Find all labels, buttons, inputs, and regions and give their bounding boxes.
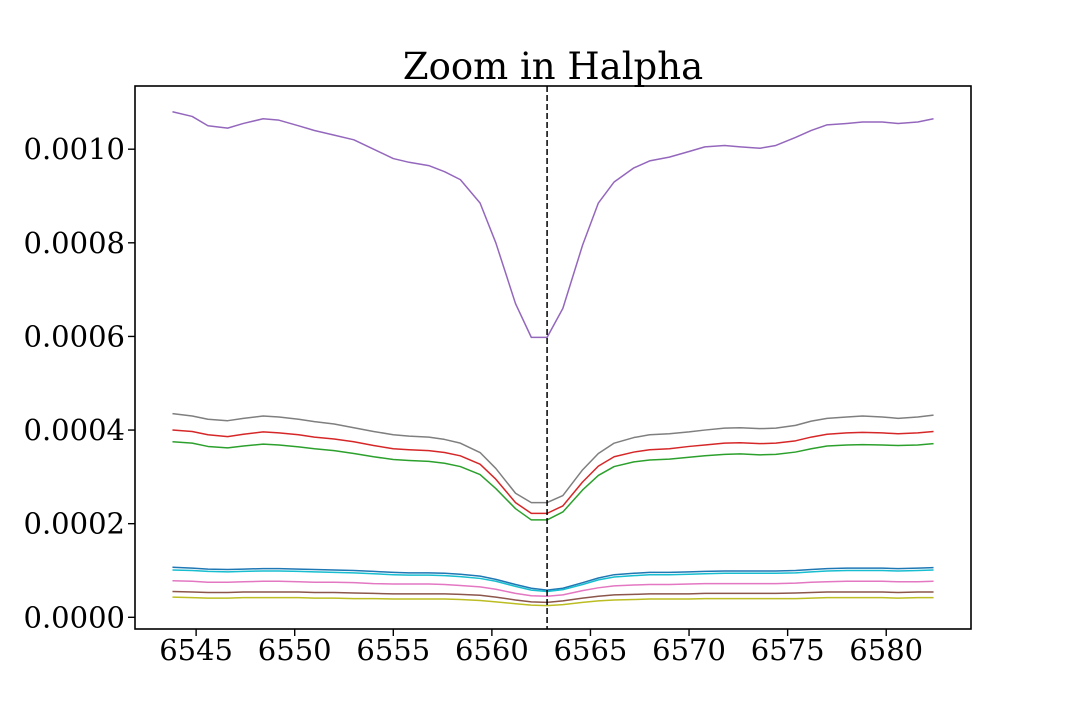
chart-title: Zoom in Halpha [403, 45, 703, 88]
x-tick-label: 6555 [356, 633, 430, 667]
x-tick-label: 6550 [258, 633, 332, 667]
plot-frame [134, 85, 972, 630]
x-tick-label: 6565 [554, 633, 628, 667]
axis-layer: 6545 6550 6555 6560 6565 6570 6575 6580 0.0000 0.… [24, 132, 924, 667]
series-line-6 [172, 569, 934, 593]
series-line-7 [172, 580, 934, 597]
x-tick-label: 6560 [455, 633, 529, 667]
series-line-5 [172, 566, 934, 591]
x-tick-label: 6570 [652, 633, 726, 667]
series-layer [172, 111, 934, 607]
series-line-2 [172, 412, 934, 504]
series-line-8 [172, 590, 934, 604]
y-tick-label: 0.0004 [24, 413, 125, 447]
x-tick-label: 6580 [849, 633, 923, 667]
series-line-3 [172, 429, 934, 515]
series-line-4 [172, 441, 934, 521]
series-line-9 [172, 596, 934, 607]
series-line-1 [172, 111, 934, 339]
x-tick-label: 6545 [159, 633, 233, 667]
y-tick-label: 0.0008 [24, 226, 125, 260]
y-tick-label: 0.0010 [24, 132, 125, 166]
y-tick-label: 0.0000 [24, 600, 125, 634]
x-tick-label: 6575 [751, 633, 825, 667]
y-tick-label: 0.0006 [24, 319, 125, 353]
y-tick-label: 0.0002 [24, 507, 125, 541]
